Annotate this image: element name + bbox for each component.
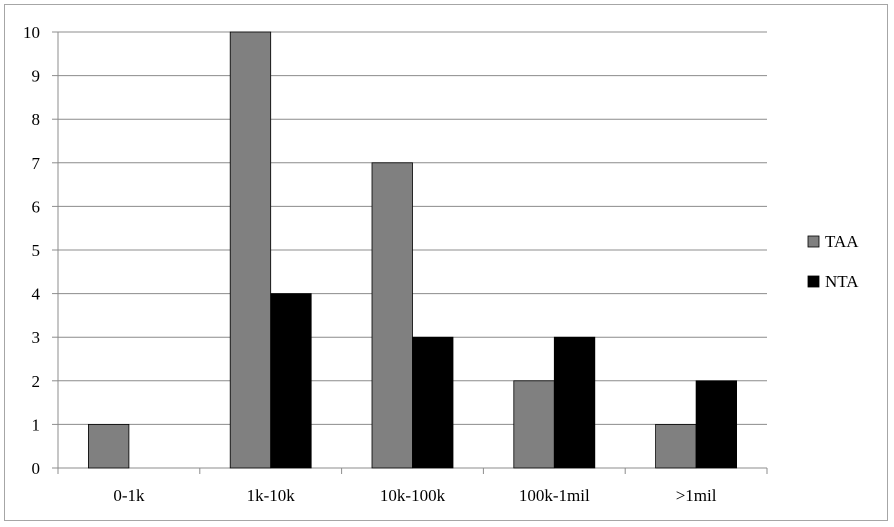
legend-swatch-taa [807, 235, 820, 248]
bar-taa-0 [88, 423, 130, 469]
y-tick-label: 8 [32, 110, 41, 129]
y-tick-label: 6 [32, 197, 41, 216]
gridlines [58, 31, 767, 425]
y-tick-label: 5 [32, 241, 41, 260]
bar-taa-2 [371, 162, 413, 469]
y-tick-label: 10 [23, 23, 40, 42]
bar-nta-2 [412, 336, 454, 469]
x-category-label: >1mil [676, 486, 717, 505]
x-category-label: 1k-10k [247, 486, 296, 505]
axis-labels: 0 1 2 3 4 5 6 7 8 9 10 0-1k 1k-10k 10k-100k 100k-1mil >… [23, 23, 717, 505]
bar-taa-1 [229, 31, 272, 469]
legend-swatch-nta [807, 275, 820, 288]
legend-label-nta: NTA [825, 272, 859, 291]
y-tick-label: 0 [32, 459, 41, 478]
bar-taa-3 [513, 380, 555, 469]
y-tick-label: 3 [32, 328, 41, 347]
x-category-label: 0-1k [113, 486, 145, 505]
x-category-label: 100k-1mil [519, 486, 590, 505]
bar-nta-4 [695, 380, 737, 469]
bar-nta-3 [553, 336, 596, 469]
bar-nta-1 [270, 293, 312, 469]
x-category-label: 10k-100k [380, 486, 446, 505]
bar-taa-4 [655, 423, 697, 469]
legend: TAA NTA [807, 232, 859, 291]
y-tick-label: 1 [32, 415, 41, 434]
bars [88, 31, 737, 469]
y-tick-label: 2 [32, 372, 41, 391]
y-tick-label: 7 [32, 154, 41, 173]
legend-label-taa: TAA [825, 232, 859, 251]
y-tick-label: 9 [32, 67, 41, 86]
y-tick-label: 4 [32, 285, 41, 304]
